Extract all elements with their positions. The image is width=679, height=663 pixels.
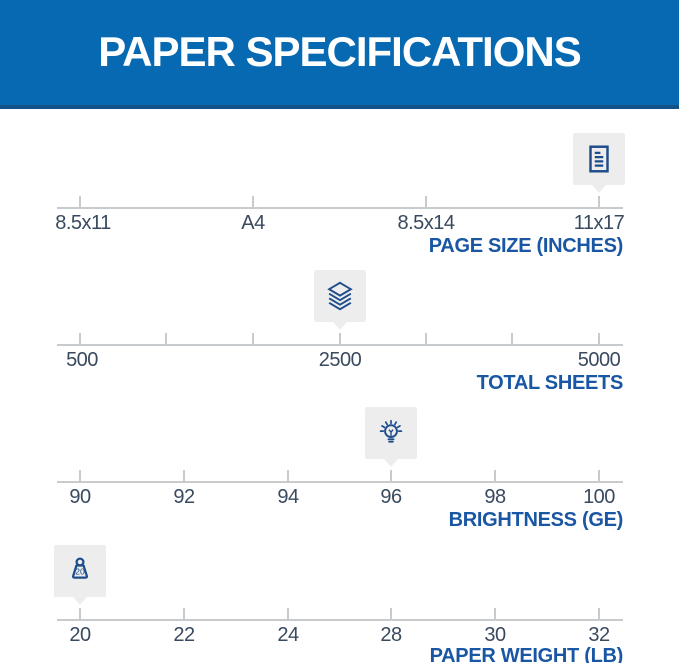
tick-mark bbox=[165, 333, 167, 344]
sheets-icon bbox=[327, 281, 353, 311]
tick-mark bbox=[425, 196, 427, 207]
tick-mark bbox=[252, 196, 254, 207]
weight-icon-value: 20 bbox=[75, 567, 85, 577]
selected-marker-brightness bbox=[365, 407, 417, 459]
tick-mark bbox=[494, 470, 496, 481]
tick-label: 92 bbox=[173, 486, 195, 508]
tick-mark bbox=[425, 333, 427, 344]
scale-line bbox=[57, 481, 623, 483]
tick-label: 30 bbox=[484, 624, 506, 646]
tick-label: 500 bbox=[66, 349, 98, 371]
tick-mark bbox=[598, 196, 600, 207]
selected-marker-total-sheets bbox=[314, 270, 366, 322]
scale-line bbox=[57, 207, 623, 209]
tick-label: 90 bbox=[69, 486, 91, 508]
tick-mark bbox=[339, 333, 341, 344]
tick-mark bbox=[79, 470, 81, 481]
tick-mark bbox=[183, 470, 185, 481]
tick-label: 2500 bbox=[318, 349, 362, 371]
tick-mark bbox=[252, 333, 254, 344]
marker-pointer bbox=[592, 185, 606, 193]
scale-line bbox=[57, 344, 623, 346]
scale-title: PAGE SIZE (INCHES) bbox=[428, 235, 624, 257]
marker-pointer bbox=[384, 459, 398, 467]
tick-mark bbox=[598, 470, 600, 481]
tick-label: 100 bbox=[583, 486, 615, 508]
tick-label: 32 bbox=[588, 624, 610, 646]
tick-label: 8.5x14 bbox=[397, 212, 455, 234]
page-title: PAPER SPECIFICATIONS bbox=[98, 28, 582, 75]
scale-line bbox=[57, 619, 623, 621]
tick-label: A4 bbox=[241, 212, 265, 234]
tick-mark bbox=[79, 608, 81, 619]
tick-label: 8.5x11 bbox=[55, 212, 111, 234]
tick-mark bbox=[183, 608, 185, 619]
tick-mark bbox=[390, 470, 392, 481]
tick-label: 11x17 bbox=[573, 212, 625, 234]
tick-mark bbox=[598, 333, 600, 344]
tick-mark bbox=[287, 470, 289, 481]
header-banner: PAPER SPECIFICATIONS bbox=[0, 0, 679, 109]
selected-marker-paper-weight: 20 bbox=[54, 545, 106, 597]
selected-marker-page-size bbox=[573, 133, 625, 185]
tick-mark bbox=[79, 196, 81, 207]
tick-label: 28 bbox=[380, 624, 402, 646]
marker-pointer bbox=[73, 597, 87, 605]
scale-title: PAPER WEIGHT (LB) bbox=[429, 645, 624, 663]
scale-title: BRIGHTNESS (GE) bbox=[448, 509, 624, 531]
tick-label: 98 bbox=[484, 486, 506, 508]
scale-title: TOTAL SHEETS bbox=[476, 372, 624, 394]
document-icon bbox=[589, 145, 609, 173]
tick-mark bbox=[390, 608, 392, 619]
weight-icon: 20 bbox=[71, 557, 89, 579]
tick-label: 96 bbox=[380, 486, 402, 508]
marker-pointer bbox=[333, 322, 347, 330]
tick-label: 24 bbox=[277, 624, 299, 646]
tick-label: 94 bbox=[277, 486, 299, 508]
lightbulb-icon bbox=[379, 419, 403, 443]
tick-mark bbox=[287, 608, 289, 619]
tick-mark bbox=[598, 608, 600, 619]
tick-mark bbox=[494, 608, 496, 619]
tick-mark bbox=[79, 333, 81, 344]
tick-label: 5000 bbox=[577, 349, 621, 371]
tick-mark bbox=[511, 333, 513, 344]
tick-label: 22 bbox=[173, 624, 195, 646]
tick-label: 20 bbox=[69, 624, 91, 646]
